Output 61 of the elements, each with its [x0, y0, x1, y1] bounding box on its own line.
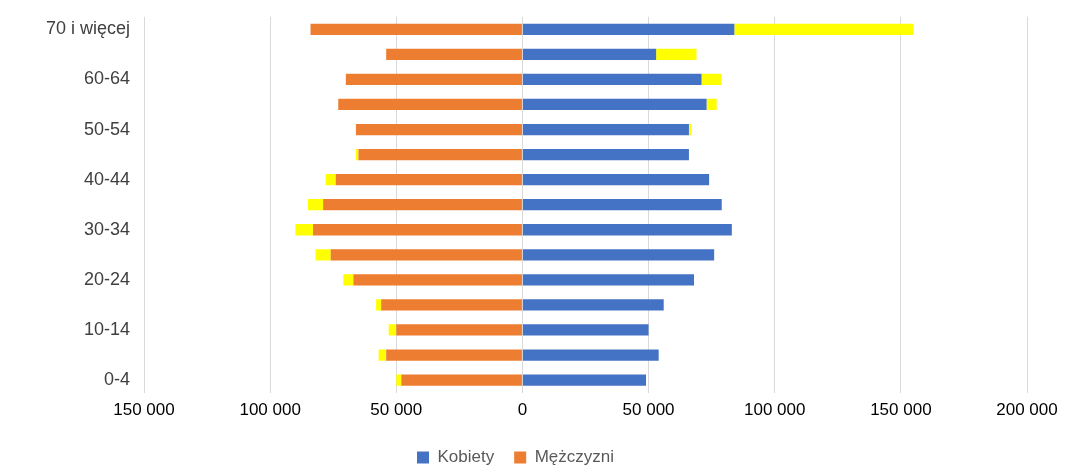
bar [386, 48, 522, 61]
bar [307, 199, 324, 211]
bar [388, 324, 397, 336]
bar [522, 299, 664, 311]
y-tick-label: 60-64 [83, 68, 130, 89]
bar [522, 349, 659, 361]
x-tick-label: 150 000 [870, 400, 932, 420]
bar [381, 299, 522, 311]
bar [656, 48, 697, 61]
x-tick-label: 50 000 [370, 400, 423, 420]
bar [396, 324, 522, 336]
x-tick-label: 50 000 [622, 400, 675, 420]
bar [313, 224, 522, 236]
bar [706, 98, 717, 111]
legend-label: Mężczyzni [534, 447, 615, 467]
bar [522, 123, 689, 136]
y-tick-label: 50-54 [83, 118, 130, 139]
bar [323, 199, 522, 211]
bar [522, 324, 649, 336]
y-tick-label: 10-14 [83, 318, 130, 339]
x-tick-label: 100 000 [743, 400, 806, 420]
bar [701, 73, 722, 86]
bar [522, 48, 657, 61]
bar [522, 73, 702, 86]
bar [295, 224, 314, 236]
bar [522, 23, 735, 35]
x-tick-label: 150 000 [113, 400, 175, 420]
bar [522, 249, 715, 261]
x-tick-label: 200 000 [996, 400, 1058, 420]
bar [386, 349, 522, 361]
bar [358, 148, 522, 161]
bar [522, 174, 710, 186]
bar [338, 98, 522, 111]
x-tick-label: 0 [517, 400, 528, 420]
y-tick-label: 40-44 [83, 168, 130, 189]
y-tick-label: 30-34 [83, 218, 130, 239]
y-tick-label: 20-24 [83, 268, 130, 289]
bar [345, 73, 522, 86]
bar [378, 349, 387, 361]
bar [396, 374, 402, 386]
bar [310, 23, 522, 35]
bar [353, 274, 522, 286]
bar [376, 299, 382, 311]
bar [325, 174, 336, 186]
bar [734, 23, 914, 35]
x-tick-label: 100 000 [239, 400, 301, 420]
bar [522, 148, 689, 161]
bar [522, 98, 707, 111]
bar [522, 199, 722, 211]
bar [315, 249, 331, 261]
bar [522, 274, 694, 286]
y-tick-label: 70 i więcej [45, 18, 130, 39]
bar [335, 174, 522, 186]
bar [330, 249, 522, 261]
bar [355, 123, 522, 136]
bar [401, 374, 522, 386]
y-tick-label: 0-4 [103, 369, 130, 390]
legend-label: Kobiety [437, 447, 495, 467]
bar [522, 374, 647, 386]
bar [522, 224, 732, 236]
bar [343, 274, 354, 286]
